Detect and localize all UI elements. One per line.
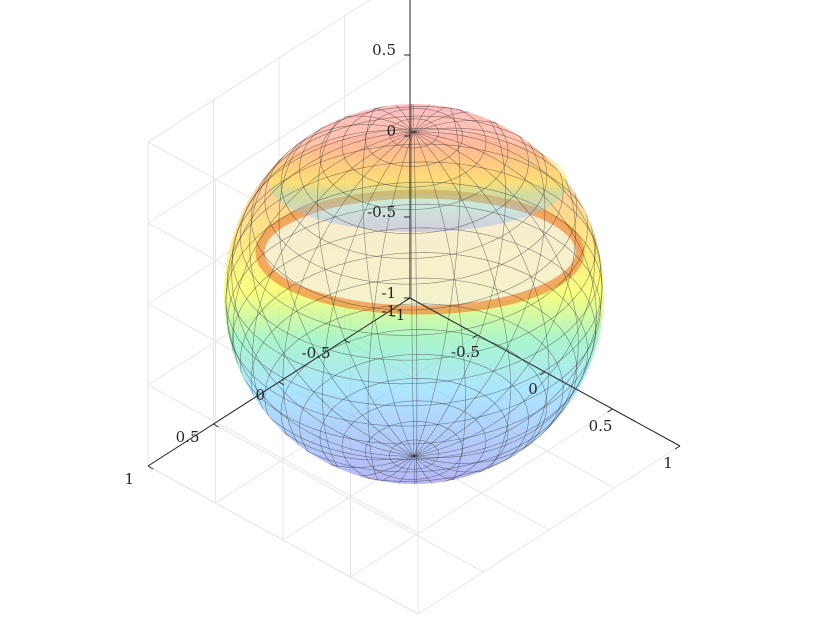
mesh-longitude-line: [413, 131, 579, 464]
mesh-longitude-line: [413, 131, 550, 473]
mesh-longitude-line: [413, 120, 576, 457]
mesh-longitude-line: [413, 131, 597, 458]
y-tick-mark: [278, 381, 285, 386]
x-tick-label: 0.5: [589, 417, 613, 435]
mesh-longitude-line: [225, 131, 415, 457]
mesh-longitude-line: [278, 115, 415, 457]
x-tick-mark: [607, 408, 613, 413]
z-tick-label: -0.5: [367, 203, 396, 221]
grid-line-wall-z1: [147, 0, 371, 143]
x-tick-mark: [472, 334, 478, 339]
mesh-longitude-line: [413, 131, 418, 484]
y-tick-label: -0.5: [302, 344, 331, 362]
mesh-longitude-line: [322, 131, 415, 484]
mesh-longitude-line: [367, 131, 415, 484]
mesh-longitude-line: [413, 127, 596, 457]
grid-line-floor-y: [213, 423, 484, 573]
z-tick-label: -1: [381, 284, 396, 302]
x-tick-label: -0.5: [451, 343, 480, 361]
mesh-longitude-line: [413, 131, 466, 484]
y-tick-label: 0.5: [176, 428, 200, 446]
z-tick-label: 0: [386, 122, 396, 140]
x-tick-mark: [539, 371, 546, 376]
sphere-surface: [224, 104, 604, 484]
y-tick-label: 0: [255, 386, 265, 404]
y-tick-mark: [409, 297, 416, 302]
mesh-longitude-line: [413, 131, 603, 457]
grid-line-wall-z2: [147, 384, 419, 534]
grid-line-wall-z1: [147, 54, 411, 224]
y-tick-label: -1: [381, 302, 396, 320]
mesh-longitude-line: [413, 104, 461, 457]
mesh-longitude-line: [362, 104, 415, 457]
y-tick-mark: [344, 339, 350, 344]
mesh-longitude-line: [252, 131, 415, 468]
x-tick-label: 0: [528, 380, 538, 398]
axes: [147, 0, 681, 470]
x-tick-mark: [674, 445, 681, 450]
y-tick-label: 1: [124, 470, 134, 488]
sphere-mesh: [225, 104, 603, 484]
tick-labels: -1-0.500.51-1-0.500.51-1-0.500.51: [124, 41, 673, 488]
y-tick-mark: [147, 465, 154, 470]
mesh-longitude-line: [410, 104, 415, 457]
x-tick-label: 1: [663, 454, 673, 472]
mesh-longitude-line: [413, 104, 506, 457]
grid-line-wall-z2: [147, 465, 419, 615]
y-tick-mark: [213, 423, 219, 428]
mesh-longitude-line: [232, 131, 415, 461]
mesh-longitude-line: [231, 130, 415, 457]
x-tick-label: -1: [391, 306, 406, 324]
mesh-longitude-line: [249, 124, 415, 457]
z-tick-label: 0.5: [372, 41, 396, 59]
